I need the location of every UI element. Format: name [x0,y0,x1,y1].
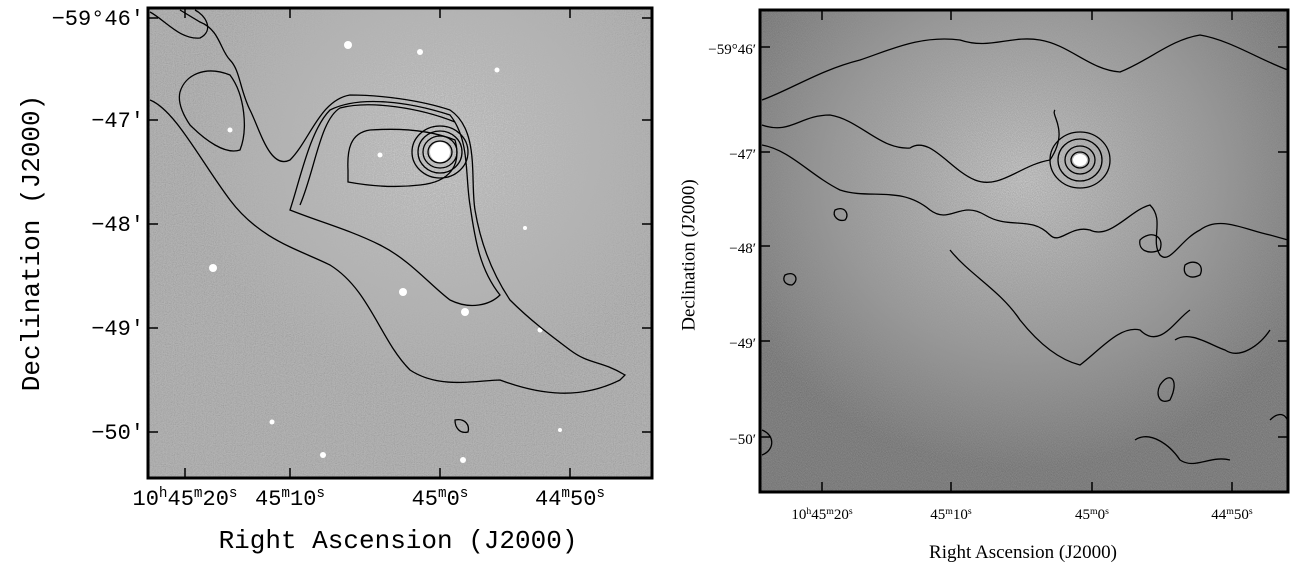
x-tick-label: 45m10s [930,506,972,524]
x-tick-label: 10h45m20s [133,486,238,512]
x-tick-label: 10h45m20s [791,506,852,524]
frame [758,8,1290,494]
image-left [148,8,652,478]
y-tick-label: −47′ [729,147,756,163]
panel-right: −59°46′ −47′ −48′ −49′ −50′ 10h45m20s 45m10s 45… [679,8,1290,563]
x-tick-label: 45m0s [412,486,469,512]
y-tick-label: −48′ [729,241,756,257]
x-axis-label: Right Ascension (J2000) [929,542,1117,563]
panel-left: −59°46′ −47′ −48′ −49′ −50′ 10h45m20s 45m10s 45… [17,6,654,556]
y-tick-label: −47′ [91,109,144,134]
x-tick-label: 44m50s [1211,506,1253,524]
y-tick-label: −50′ [729,432,756,448]
y-axis-label: Declination (J2000) [679,179,700,330]
y-tick-label: −50′ [91,421,144,446]
x-axis-label: Right Ascension (J2000) [219,526,578,556]
y-tick-label: −59°46′ [708,42,756,58]
y-tick-label: −49′ [729,336,756,352]
y-axis-label: Declination (J2000) [17,95,47,391]
x-tick-label: 44m50s [535,486,605,512]
x-tick-label: 45m0s [1075,506,1109,524]
y-tick-label: −48′ [91,213,144,238]
frame [146,6,654,480]
y-tick-label: −49′ [91,317,144,342]
x-tick-label: 45m10s [255,486,325,512]
y-tick-label: −59°46′ [52,7,144,32]
image-right [760,10,1288,492]
